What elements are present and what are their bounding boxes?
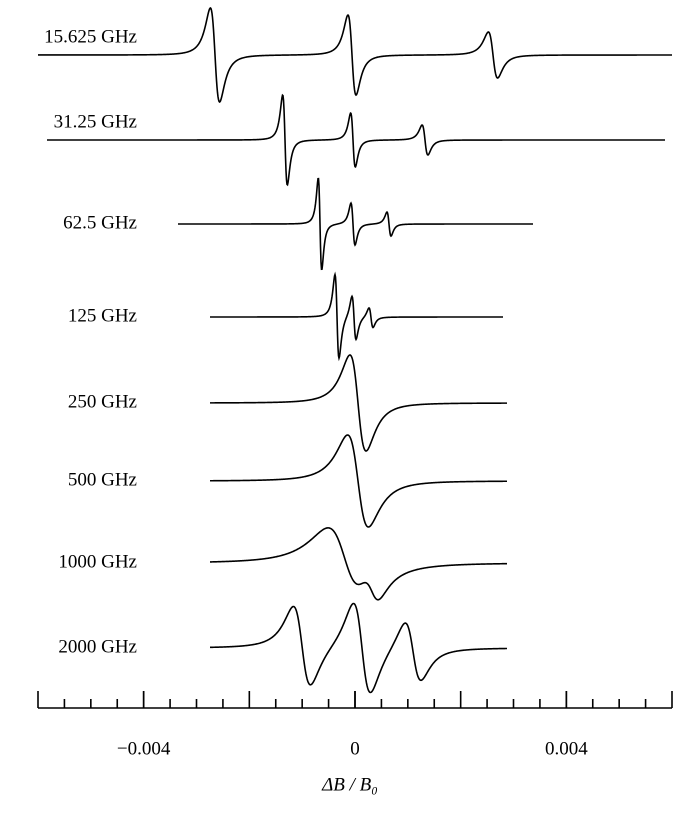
spectrum-trace [209,527,507,601]
trace-label: 31.25 GHz [54,111,137,132]
spectrum-trace [47,93,665,187]
spectrum-trace [38,7,672,103]
spectrum-trace [210,354,507,452]
spectrum-trace [210,434,508,528]
trace-label: 2000 GHz [58,636,137,657]
trace-label: 1000 GHz [58,551,137,572]
trace-label: 500 GHz [68,469,137,490]
x-tick-label: −0.004 [117,738,171,759]
spectrum-trace [210,271,503,362]
trace-label: 15.625 GHz [44,26,137,47]
spectrum-trace [209,602,508,694]
trace-label: 250 GHz [68,391,137,412]
x-axis-label: ΔB / B₀ [321,774,378,795]
x-tick-label: 0 [350,738,360,759]
trace-label: 125 GHz [68,305,137,326]
x-tick-label: 0.004 [545,738,588,759]
trace-label: 62.5 GHz [63,212,137,233]
spectrum-trace [178,177,533,271]
